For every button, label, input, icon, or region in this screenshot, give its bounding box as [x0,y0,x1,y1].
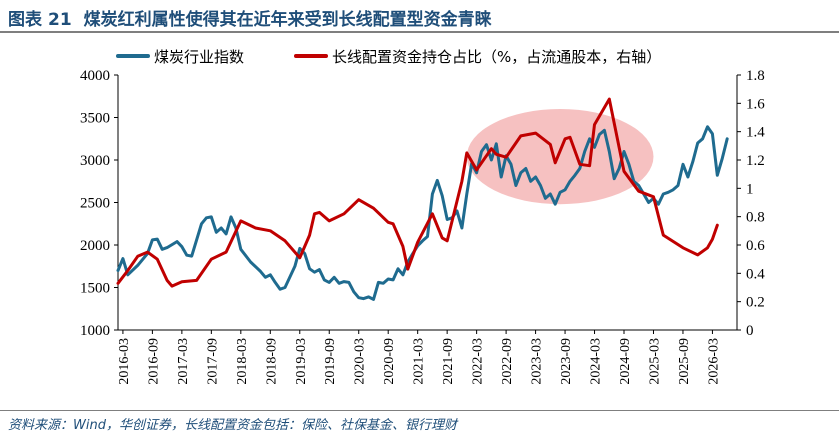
axes: 1000 1500 2000 2500 3000 3500 4000 0 0.2 0.4 0.6 0.… [80,68,765,385]
series-layer [116,97,729,301]
right-tick-label: 1.2 [746,153,765,169]
series-line-coal-index [116,125,729,301]
x-tick-label: 2016-03 [117,338,132,385]
x-tick-label: 2022-09 [500,338,515,385]
title-divider [0,31,839,33]
figure-number: 21 [48,10,72,30]
series-line-long-term-share [116,97,719,288]
right-tick-label: 1.8 [746,68,765,84]
x-tick-label: 2021-09 [441,338,456,385]
x-tick-label: 2017-09 [205,338,220,385]
x-tick-label: 2025-09 [677,338,692,385]
source-note: 资料来源：Wind，华创证券，长线配置资金包括：保险、社保基金、银行理财 [8,418,457,433]
x-tick-label: 2026-03 [706,338,721,385]
right-tick-label: 0.6 [746,238,765,254]
right-tick-label: 0.2 [746,295,765,311]
figure-title-text: 煤炭红利属性使得其在近年来受到长线配置型资金青睐 [83,10,492,30]
legend-label: 煤炭行业指数 [154,48,244,66]
x-tick-label: 2020-03 [353,338,368,385]
source-divider [0,410,839,411]
legend-label: 长线配置资金持仓占比（%，占流通股本，右轴） [332,48,661,66]
x-tick-label: 2018-09 [264,338,279,385]
left-tick-label: 2500 [80,196,110,212]
left-tick-label: 1000 [80,323,110,339]
x-tick-label: 2022-03 [471,338,486,385]
x-tick-label: 2025-03 [647,338,662,385]
x-tick-label: 2021-03 [412,338,427,385]
legend: 煤炭行业指数 长线配置资金持仓占比（%，占流通股本，右轴） [116,48,661,66]
left-tick-label: 3500 [80,111,110,127]
x-tick-label: 2024-03 [589,338,604,385]
x-tick-label: 2024-09 [618,338,633,385]
right-tick-label: 1 [746,181,754,197]
right-tick-label: 1.6 [746,96,765,112]
left-tick-label: 1500 [80,281,110,297]
right-tick-label: 0 [746,323,754,339]
x-tick-label: 2020-09 [382,338,397,385]
x-tick-label: 2018-03 [235,338,250,385]
x-tick-label: 2023-03 [530,338,545,385]
right-tick-label: 1.4 [746,125,765,141]
left-tick-label: 2000 [80,238,110,254]
figure-title: 图表 21 煤炭红利属性使得其在近年来受到长线配置型资金青睐 [8,5,492,30]
figure-label: 图表 [8,10,42,30]
right-tick-label: 0.8 [746,210,765,226]
right-tick-label: 0.4 [746,266,765,282]
x-tick-label: 2023-09 [559,338,574,385]
x-tick-label: 2019-09 [323,338,338,385]
left-tick-label: 4000 [80,68,110,84]
line-chart: 1000 1500 2000 2500 3000 3500 4000 0 0.2 0.4 0.6 0.… [80,48,765,385]
x-tick-label: 2017-03 [176,338,191,385]
x-tick-label: 2019-03 [294,338,309,385]
x-tick-label: 2016-09 [146,338,161,385]
left-tick-label: 3000 [80,153,110,169]
